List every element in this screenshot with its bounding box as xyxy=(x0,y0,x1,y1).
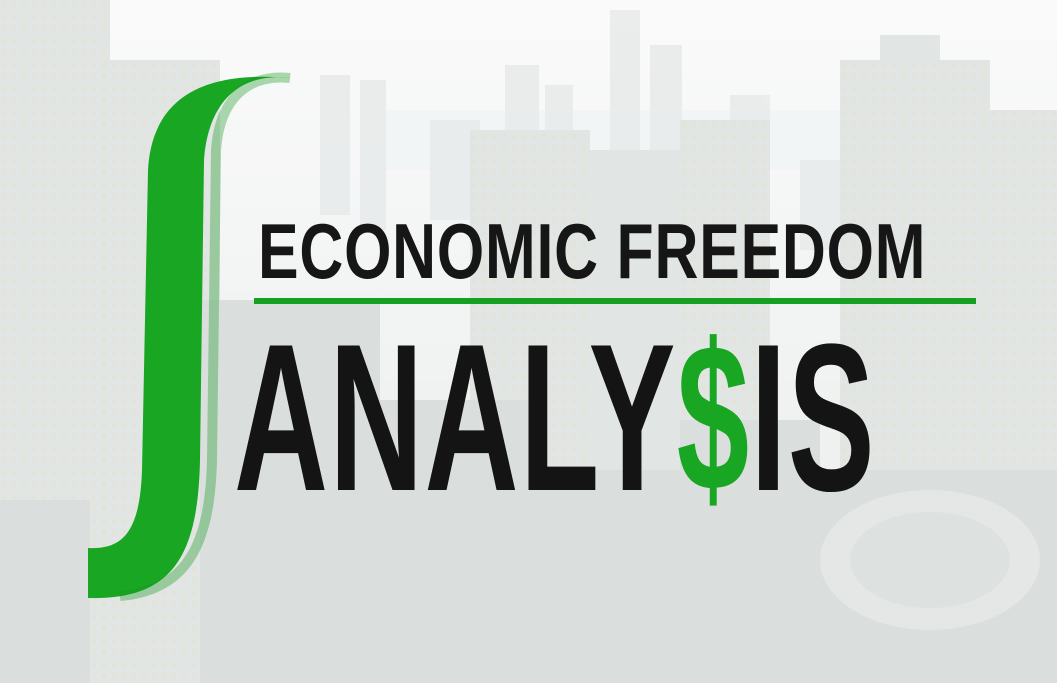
headline-analysis-part2: IS xyxy=(750,300,876,535)
headline-analysis: ANALY$IS xyxy=(234,313,876,523)
green-divider-line xyxy=(254,298,976,304)
dollar-sign-letter: $ xyxy=(676,300,751,535)
headline-economic-freedom: ECONOMIC FREEDOM xyxy=(258,207,927,295)
headline-analysis-part1: ANALY xyxy=(234,300,677,535)
